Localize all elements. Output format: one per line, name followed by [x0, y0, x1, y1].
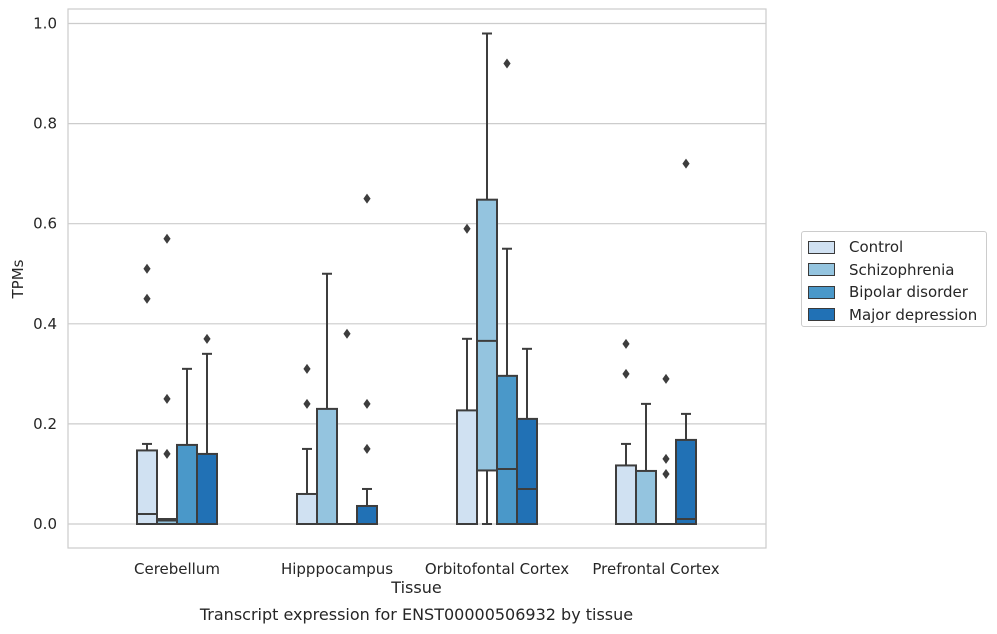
box-body	[176, 443, 198, 525]
outlier-point	[363, 398, 371, 409]
x-axis-label: Tissue	[391, 578, 442, 597]
boxes-layer	[136, 32, 697, 526]
x-tick-labels: Cerebellum Hipppocampus Orbitofontal Corte…	[134, 560, 720, 578]
y-tick-label: 0.0	[33, 515, 57, 533]
y-tick-label: 0.6	[33, 215, 57, 233]
box-body	[456, 409, 478, 526]
y-tick-labels: 0.0 0.2 0.4 0.6 0.8 1.0	[33, 15, 57, 534]
box-body	[615, 464, 637, 525]
outlier-point	[662, 468, 670, 479]
outlier-point	[503, 58, 511, 69]
box-major-depression-cerebellum	[196, 333, 218, 525]
outlier-point	[363, 193, 371, 204]
box-body	[316, 407, 338, 526]
box-body	[635, 469, 657, 525]
outlier-point	[303, 363, 311, 374]
legend-swatch-schizophrenia	[808, 263, 835, 277]
legend-label-schizophrenia: Schizophrenia	[849, 260, 955, 279]
y-axis-label: TPMs	[9, 259, 27, 299]
legend-item-control: Control	[808, 236, 986, 259]
outlier-point	[343, 328, 351, 339]
box-schizophrenia-cerebellum	[156, 233, 178, 525]
legend: Control Schizophrenia Bipolar disorder M…	[801, 231, 987, 327]
box-control-hipppocampus	[296, 363, 318, 526]
box-body	[196, 452, 218, 525]
legend-item-bipolar-disorder: Bipolar disorder	[808, 281, 986, 304]
legend-label-control: Control	[849, 238, 904, 257]
legend-swatch-control	[808, 240, 835, 254]
box-body	[476, 198, 498, 472]
x-tick-label: Cerebellum	[134, 560, 220, 578]
outlier-point	[203, 333, 211, 344]
outlier-point	[622, 368, 630, 379]
box-body	[356, 504, 378, 525]
outlier-point	[662, 373, 670, 384]
y-tick-label: 0.2	[33, 415, 57, 433]
outlier-point	[143, 263, 151, 274]
box-control-cerebellum	[136, 263, 158, 526]
box-body	[675, 438, 697, 525]
x-tick-label: Hipppocampus	[281, 560, 393, 578]
outlier-point	[622, 338, 630, 349]
legend-item-major-depression: Major depression	[808, 304, 986, 327]
legend-label-bipolar-disorder: Bipolar disorder	[849, 283, 968, 302]
box-bipolar-disorder-hipppocampus	[336, 328, 358, 526]
box-schizophrenia-orbitofontal-cortex	[476, 32, 498, 525]
box-body	[516, 417, 538, 525]
y-tick-label: 0.8	[33, 115, 57, 133]
outlier-point	[303, 398, 311, 409]
box-body	[496, 374, 518, 525]
outlier-point	[363, 443, 371, 454]
outlier-point	[682, 158, 690, 169]
box-major-depression-hipppocampus	[356, 193, 378, 525]
legend-swatch-major-depression	[808, 308, 835, 322]
box-major-depression-orbitofontal-cortex	[516, 347, 538, 525]
y-tick-label: 1.0	[33, 15, 57, 33]
outlier-point	[143, 293, 151, 304]
box-body	[296, 492, 318, 526]
box-schizophrenia-prefrontal-cortex	[635, 402, 657, 525]
box-control-orbitofontal-cortex	[456, 223, 478, 526]
plot-area-frame	[67, 8, 767, 549]
box-schizophrenia-hipppocampus	[316, 272, 338, 526]
box-body	[136, 449, 158, 526]
legend-swatch-bipolar-disorder	[808, 285, 835, 299]
outlier-point	[463, 223, 471, 234]
x-tick-label: Orbitofontal Cortex	[425, 560, 569, 578]
outlier-point	[163, 393, 171, 404]
box-bipolar-disorder-prefrontal-cortex	[655, 373, 677, 526]
outlier-point	[163, 233, 171, 244]
box-major-depression-prefrontal-cortex	[675, 158, 697, 525]
x-tick-label: Prefrontal Cortex	[592, 560, 719, 578]
y-tick-label: 0.4	[33, 315, 57, 333]
outlier-point	[163, 448, 171, 459]
legend-label-major-depression: Major depression	[849, 305, 978, 324]
legend-item-schizophrenia: Schizophrenia	[808, 259, 986, 282]
chart-caption: Transcript expression for ENST0000050693…	[199, 605, 634, 624]
outlier-point	[662, 453, 670, 464]
